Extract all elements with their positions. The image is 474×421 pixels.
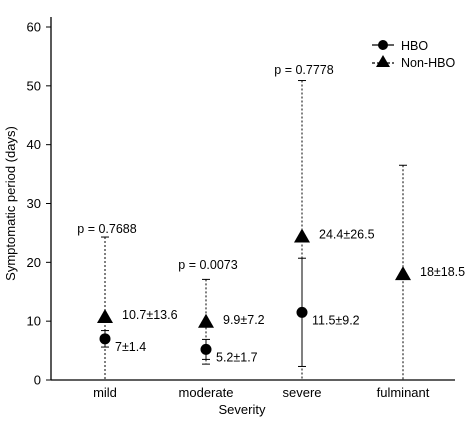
y-tick-label: 20 [27, 255, 41, 270]
non-hbo-data-label: 24.4±26.5 [319, 227, 375, 241]
axes: 0 10 20 30 40 50 60 mild moderate severe fulminant… [3, 17, 455, 417]
y-tick-label: 40 [27, 137, 41, 152]
legend: HBO Non-HBO [372, 39, 455, 70]
p-value-annotation: p = 0.0073 [178, 258, 237, 272]
x-category-label: severe [282, 385, 321, 400]
hbo-data-label: 5.2±1.7 [216, 350, 258, 364]
non-hbo-data-label: 10.7±13.6 [122, 308, 178, 322]
legend-non-hbo-label: Non-HBO [401, 56, 455, 70]
non-hbo-data-label: 9.9±7.2 [223, 313, 265, 327]
non-hbo-point [294, 228, 310, 243]
y-tick-label: 0 [34, 373, 41, 388]
hbo-point [99, 333, 111, 345]
y-tick-label: 10 [27, 314, 41, 329]
y-tick-label: 60 [27, 20, 41, 35]
x-axis-title: Severity [219, 402, 266, 417]
x-category-label: moderate [179, 385, 234, 400]
legend-non-hbo-marker [376, 55, 390, 67]
data-marks: 10.7±13.6 9.9±7.2 24.4±26.5 18±18.5 7±1.4 5.2… [77, 63, 465, 381]
p-value-annotation: p = 0.7688 [77, 222, 136, 236]
x-category-label: mild [93, 385, 117, 400]
hbo-point [296, 306, 308, 318]
y-tick-label: 30 [27, 196, 41, 211]
y-tick-label: 50 [27, 78, 41, 93]
non-hbo-point [97, 309, 113, 324]
hbo-data-label: 7±1.4 [115, 340, 146, 354]
non-hbo-point [395, 266, 411, 281]
legend-hbo-label: HBO [401, 39, 428, 53]
hbo-data-label: 11.5±9.2 [312, 313, 360, 327]
hbo-point [200, 343, 212, 355]
p-value-annotation: p = 0.7778 [274, 63, 333, 77]
y-axis-title: Symptomatic period (days) [3, 126, 18, 281]
non-hbo-point [198, 313, 214, 328]
non-hbo-data-label: 18±18.5 [420, 265, 465, 279]
legend-hbo-marker [378, 40, 388, 50]
x-category-label: fulminant [377, 385, 430, 400]
